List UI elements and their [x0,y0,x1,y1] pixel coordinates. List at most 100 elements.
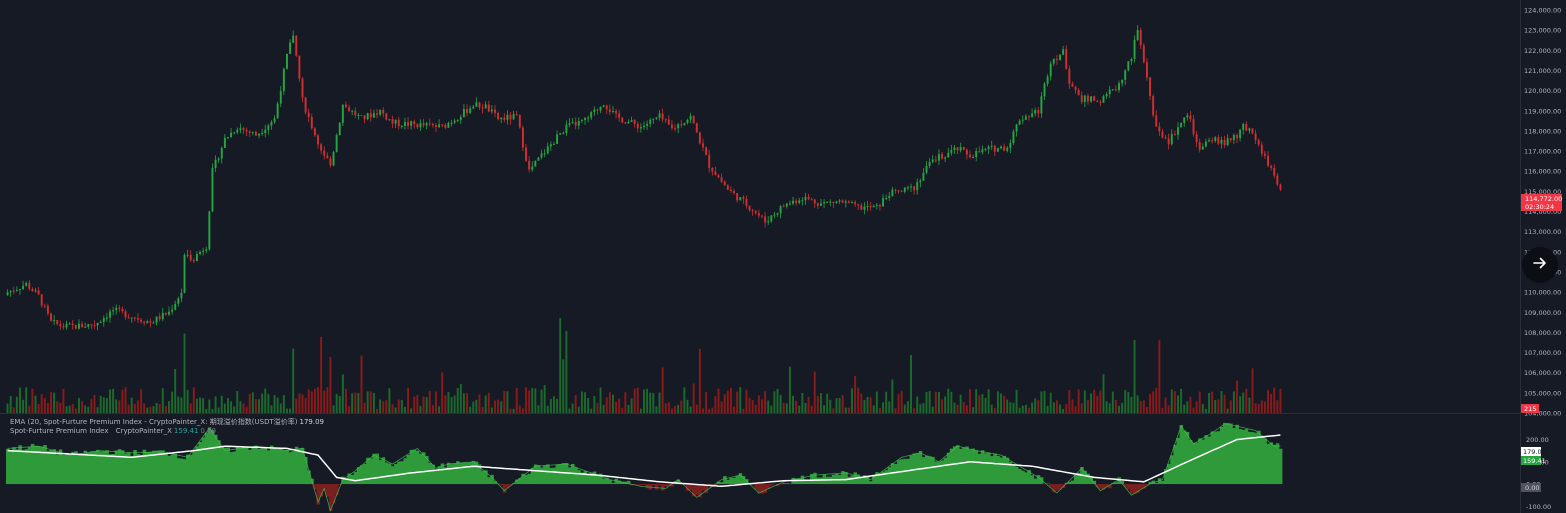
volume-bar [397,399,400,413]
volume-bar [987,389,990,413]
candle-body [736,193,739,201]
volume-bar [310,391,313,413]
candle-body [1161,131,1164,138]
price-tick-label: 118,000.00 [1524,127,1561,135]
candle-body [438,124,441,128]
premium-area-segment [1077,472,1081,485]
premium-area-segment [766,484,771,489]
premium-area-segment [738,473,743,485]
volume-bar [801,392,804,413]
volume-bar [1245,388,1248,413]
candle-body [348,107,351,112]
candle-body [124,311,127,318]
volume-bar [264,388,267,413]
volume-bar [211,408,214,413]
premium-area-segment [1092,480,1097,485]
volume-bar [1276,400,1279,413]
volume-bar [43,398,46,413]
candle-body [1155,115,1158,127]
candle-body [450,122,453,124]
volume-bar [68,405,71,413]
premium-area-segment [636,484,640,485]
candle-body [934,159,937,161]
volume-bar [487,392,490,413]
candle-body [1105,94,1108,97]
candle-body [689,115,692,120]
premium-area-segment [226,447,230,485]
premium-area-segment [1254,432,1258,485]
candle-body [220,147,223,159]
premium-area-segment [508,484,513,486]
candle-body [717,175,720,178]
candle-body [298,55,301,79]
premium-area-segment [726,479,730,485]
volume-bar [621,407,624,413]
volume-bar [695,404,698,413]
volume-bar [22,399,25,413]
premium-area-segment [779,484,783,485]
candle-body [1099,101,1102,103]
candle-body [900,191,903,193]
candle-body [338,122,341,136]
candle-body [627,121,630,124]
volume-bar [633,388,636,413]
candle-body [792,200,794,204]
candle-body [1034,110,1037,114]
volume-bar [1208,392,1211,413]
volume-bar [950,391,953,413]
volume-bar [826,393,829,413]
premium-area-segment [272,447,277,485]
premium-value-label: 159.41 [1523,457,1546,465]
premium-area-segment [387,463,392,485]
premium-area-segment [251,447,255,485]
premium-area-segment [993,453,997,485]
premium-area-segment [214,434,218,485]
candle-body [254,132,257,136]
volume-bar [109,389,111,413]
volume-bar [624,392,627,413]
volume-bar [841,395,844,413]
candle-body [81,323,84,328]
volume-bar [878,407,881,413]
volume-bar [329,356,332,413]
premium-area-segment [356,467,361,485]
scroll-to-realtime-button[interactable] [1522,247,1558,283]
volume-bar [1012,402,1015,413]
candle-body [133,317,136,319]
volume-bar [1173,390,1176,413]
premium-area-segment [375,453,379,485]
premium-area-segment [71,451,75,485]
volume-bar [74,408,77,413]
candle-body [366,113,369,120]
premium-area-segment [1145,484,1149,486]
volume-bar [143,403,146,413]
volume-bar [1121,402,1124,413]
volume-bar [906,401,909,413]
premium-area-segment [462,462,466,485]
premium-area-segment [300,447,305,485]
volume-bar [410,408,413,413]
candle-body [1077,89,1080,96]
volume-bar [698,348,701,413]
price-tick-label: 108,000.00 [1524,329,1561,337]
candle-body [90,324,93,326]
candle-body [847,201,850,203]
volume-bar [307,389,310,413]
premium-area-segment [502,484,507,493]
volume-bar [646,388,649,413]
premium-area-segment [276,449,280,485]
volume-bar [115,399,118,413]
volume-bar [543,385,546,413]
volume-bar [466,393,468,413]
volume-bar [1062,408,1065,413]
candle-body [1071,83,1074,87]
premium-area-segment [282,450,286,485]
volume-bar [1043,390,1046,413]
volume-bar [941,399,944,413]
volume-bar [733,406,735,413]
volume-bar [990,404,993,413]
arrow-right-icon [1532,255,1548,275]
premium-area-segment [555,464,560,485]
candle-body [121,308,124,312]
